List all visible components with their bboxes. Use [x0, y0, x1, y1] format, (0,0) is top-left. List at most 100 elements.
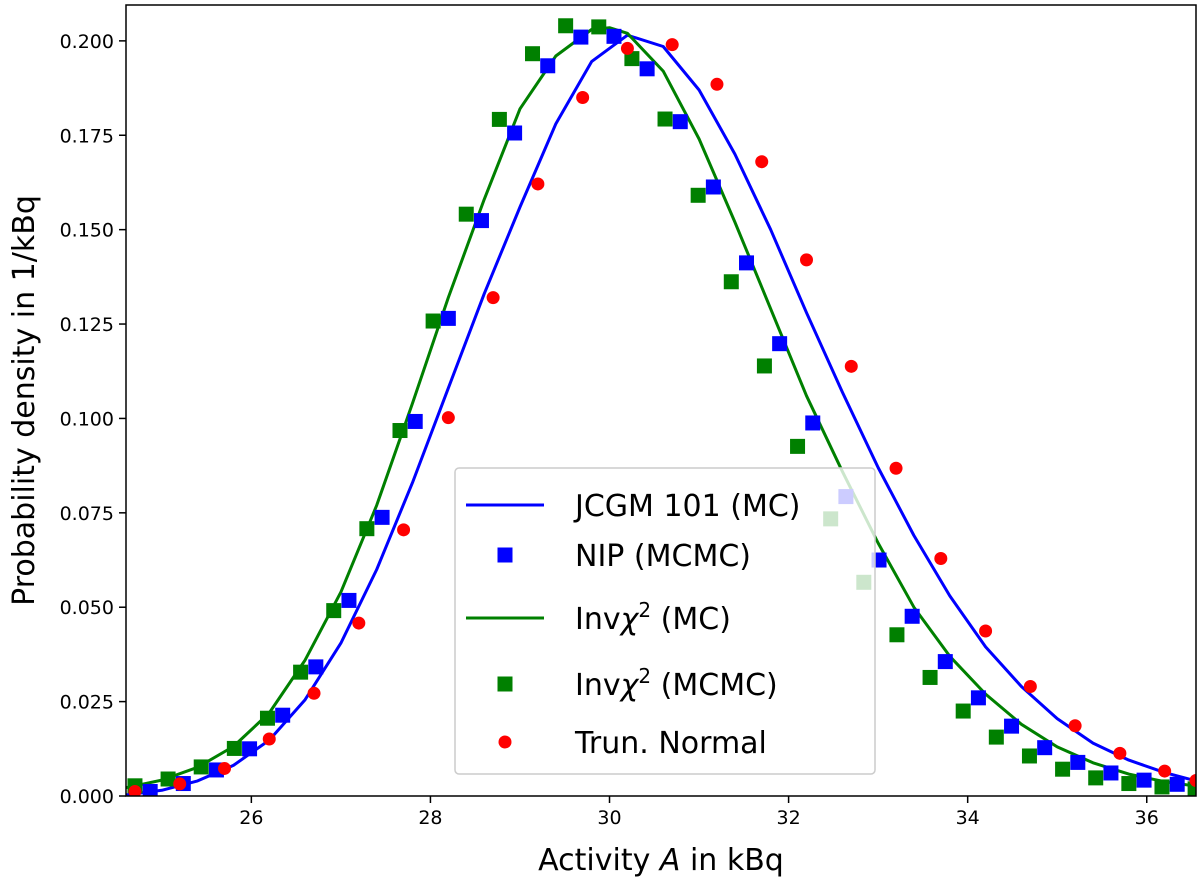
series-marker: [341, 592, 357, 608]
series-marker: [1136, 772, 1152, 788]
y-tick-label: 0.175: [60, 125, 114, 147]
legend-label-method: (MC): [651, 602, 731, 637]
series-marker: [193, 759, 209, 775]
legend-label-superscript: 2: [638, 664, 651, 688]
y-tick-label: 0.200: [60, 31, 114, 53]
series-marker: [1189, 774, 1196, 788]
series-marker: [665, 38, 679, 52]
series-marker: [756, 358, 772, 374]
series-marker: [889, 627, 905, 643]
series-marker: [1113, 746, 1127, 760]
series-marker: [128, 784, 142, 796]
series-marker: [307, 686, 321, 700]
series-marker: [1023, 680, 1037, 694]
series-marker: [440, 310, 456, 326]
series-marker: [790, 438, 806, 454]
series-marker: [142, 783, 158, 796]
series-marker: [705, 179, 721, 195]
series-marker: [486, 291, 500, 305]
series-marker: [723, 274, 739, 290]
legend-label: Invχ2 (MCMC): [575, 664, 778, 703]
y-tick-label: 0.075: [60, 503, 114, 525]
series-marker: [591, 19, 607, 35]
series-marker: [1103, 765, 1119, 781]
series-marker: [1088, 770, 1104, 786]
series-marker: [1070, 754, 1086, 770]
series-marker: [772, 336, 788, 352]
series-marker: [657, 111, 673, 127]
series-marker: [458, 206, 474, 222]
legend-square-swatch: [497, 676, 513, 692]
y-axis-label: Probability density in 1/kBq: [7, 195, 42, 606]
series-marker: [1055, 761, 1071, 777]
x-tick-label: 34: [956, 807, 980, 829]
series-marker: [226, 740, 242, 756]
series-marker: [374, 509, 390, 525]
series-marker: [672, 114, 688, 130]
x-axis-label-variable: A: [658, 843, 681, 878]
series-marker: [473, 213, 489, 229]
series-marker: [889, 461, 903, 475]
series-marker: [558, 18, 574, 34]
legend-label: Trun. Normal: [574, 726, 767, 761]
y-tick-label: 0.150: [60, 220, 114, 242]
legend-circle-swatch: [498, 735, 512, 749]
series-marker: [805, 415, 821, 431]
legend-label-symbol: χ: [619, 602, 640, 637]
x-axis-label-prefix: Activity: [538, 843, 660, 878]
y-axis: 0.000 0.025 0.050 0.075 0.100 0.125 0.150 0.175…: [60, 31, 126, 808]
legend-label: Invχ2 (MC): [575, 598, 731, 637]
series-marker: [970, 690, 986, 706]
legend-label-superscript: 2: [638, 598, 651, 622]
x-tick-label: 26: [239, 807, 263, 829]
series-marker: [922, 669, 938, 685]
series-marker: [1169, 776, 1185, 792]
y-tick-label: 0.000: [60, 786, 114, 808]
series-marker: [173, 777, 187, 791]
series-marker: [606, 28, 622, 44]
series-marker: [326, 603, 342, 619]
y-tick-label: 0.100: [60, 408, 114, 430]
series-marker: [491, 111, 507, 127]
series-line: [126, 33, 1196, 796]
y-tick-label: 0.125: [60, 314, 114, 336]
x-tick-label: 32: [777, 807, 801, 829]
legend-label-main: Inv: [575, 602, 621, 637]
legend-label: NIP (MCMC): [575, 539, 751, 574]
series-marker: [392, 423, 408, 439]
series-marker: [639, 61, 655, 77]
series-marker: [904, 608, 920, 624]
series-marker: [217, 761, 231, 775]
legend-box: [454, 467, 876, 775]
series-marker: [259, 710, 275, 726]
plot-area: [126, 18, 1196, 796]
series-marker: [262, 732, 276, 746]
series-marker: [425, 313, 441, 329]
series-marker: [507, 125, 523, 141]
series-marker: [308, 659, 324, 675]
legend-square-swatch: [497, 547, 513, 563]
series-marker: [1121, 776, 1137, 792]
series-marker: [937, 654, 953, 670]
series-marker: [1021, 748, 1037, 764]
y-tick-label: 0.050: [60, 597, 114, 619]
series-marker: [242, 741, 258, 757]
series-marker: [1154, 779, 1170, 795]
series-marker: [755, 155, 769, 169]
series-marker: [934, 552, 948, 566]
legend-label-symbol: χ: [619, 668, 640, 703]
series-marker: [525, 46, 541, 62]
series-marker: [576, 91, 590, 105]
series-marker: [293, 664, 309, 680]
x-tick-label: 28: [418, 807, 442, 829]
series-marker: [739, 255, 755, 271]
series-marker: [988, 729, 1004, 745]
series-marker: [844, 359, 858, 373]
series-marker: [397, 523, 411, 537]
series-marker: [352, 616, 366, 630]
series-marker: [441, 411, 455, 425]
series-marker: [1068, 719, 1082, 733]
series-marker: [620, 41, 634, 55]
x-tick-label: 30: [597, 807, 621, 829]
